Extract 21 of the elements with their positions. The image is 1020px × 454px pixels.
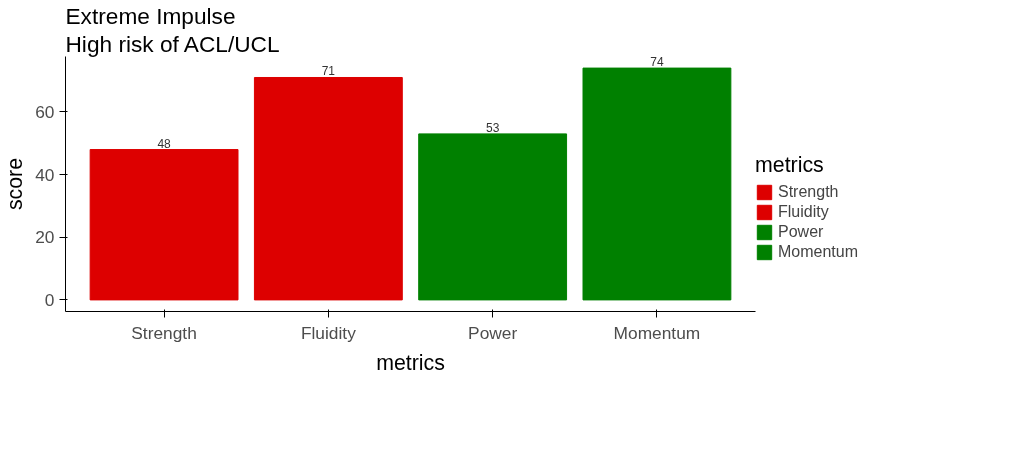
legend-title: metrics [755, 153, 825, 178]
chart-title: Extreme Impulse [65, 2, 236, 29]
x-tick-label: Fluidity [300, 322, 357, 343]
x-tick-label: Momentum [613, 322, 701, 343]
y-tick-label: 60 [35, 101, 55, 122]
x-axis-title: metrics [376, 350, 445, 375]
chart-subtitle: High risk of ACL/UCL [65, 30, 280, 57]
data-label: 53 [485, 120, 500, 135]
data-label: 74 [650, 55, 664, 70]
data-label: 48 [157, 136, 172, 151]
legend-label: Power [778, 223, 824, 241]
x-tick-label: Power [468, 322, 518, 343]
y-tick-label: 0 [44, 289, 55, 310]
legend-label: Fluidity [778, 203, 829, 221]
x-tick-label: Strength [131, 322, 197, 343]
y-tick-label: 20 [35, 227, 55, 248]
legend-label: Strength [778, 183, 839, 201]
legend-label: Momentum [778, 243, 859, 261]
data-label: 71 [321, 64, 336, 79]
y-tick-label: 40 [35, 164, 55, 185]
y-axis-title: score [3, 157, 28, 211]
